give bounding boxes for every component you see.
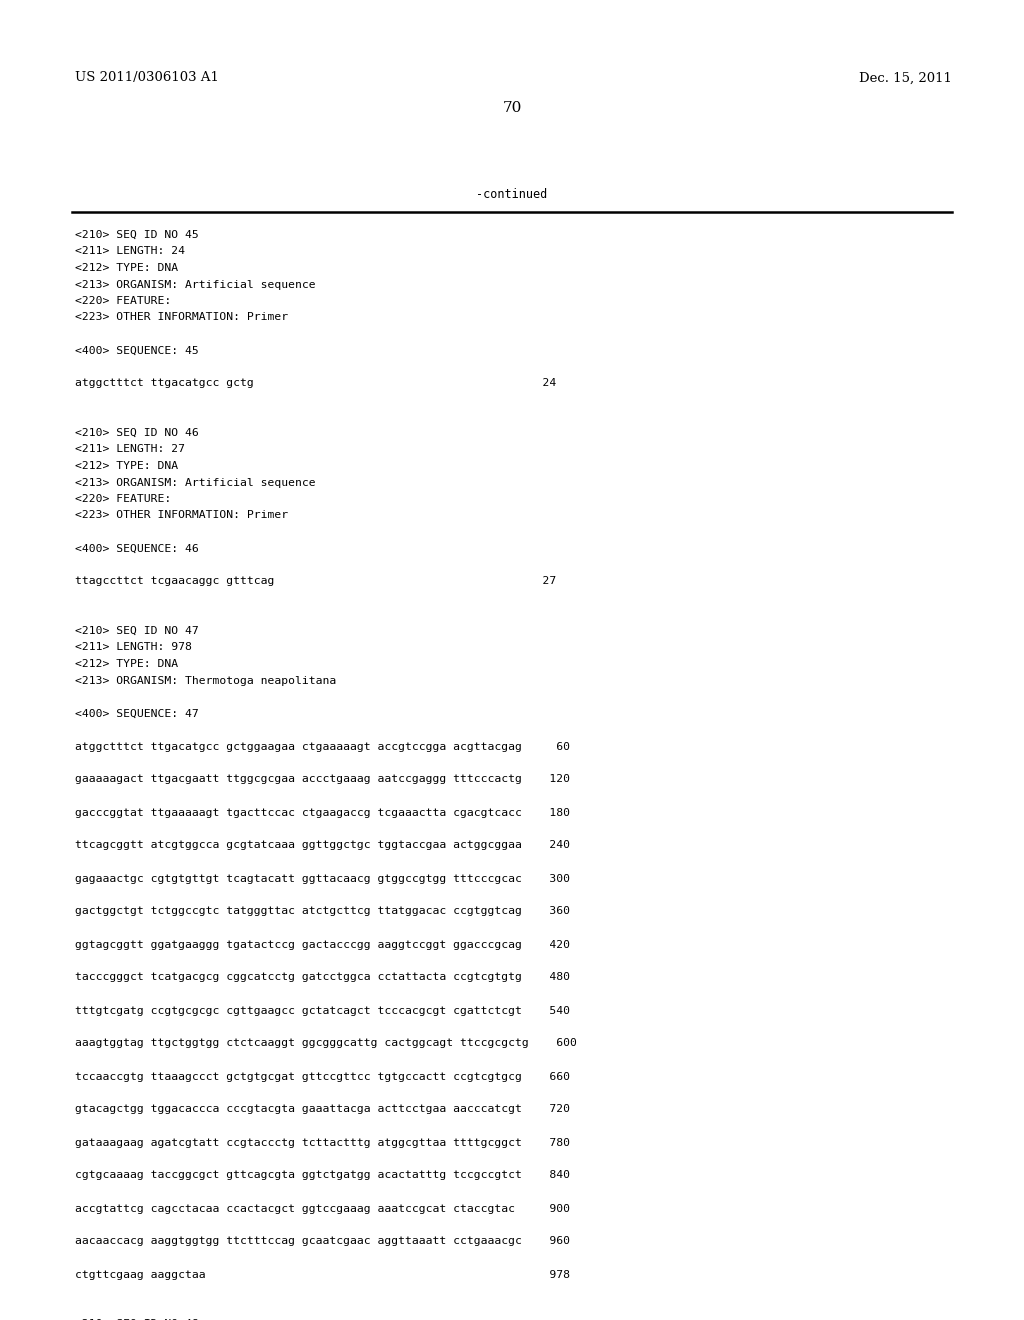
Text: <223> OTHER INFORMATION: Primer: <223> OTHER INFORMATION: Primer — [75, 313, 288, 322]
Text: ttcagcggtt atcgtggcca gcgtatcaaa ggttggctgc tggtaccgaa actggcggaa    240: ttcagcggtt atcgtggcca gcgtatcaaa ggttggc… — [75, 841, 570, 850]
Text: aacaaccacg aaggtggtgg ttctttccag gcaatcgaac aggttaaatt cctgaaacgc    960: aacaaccacg aaggtggtgg ttctttccag gcaatcg… — [75, 1237, 570, 1246]
Text: <223> OTHER INFORMATION: Primer: <223> OTHER INFORMATION: Primer — [75, 511, 288, 520]
Text: <400> SEQUENCE: 46: <400> SEQUENCE: 46 — [75, 544, 199, 553]
Text: ggtagcggtt ggatgaaggg tgatactccg gactacccgg aaggtccggt ggacccgcag    420: ggtagcggtt ggatgaaggg tgatactccg gactacc… — [75, 940, 570, 949]
Text: tttgtcgatg ccgtgcgcgc cgttgaagcc gctatcagct tcccacgcgt cgattctcgt    540: tttgtcgatg ccgtgcgcgc cgttgaagcc gctatca… — [75, 1006, 570, 1015]
Text: US 2011/0306103 A1: US 2011/0306103 A1 — [75, 71, 219, 84]
Text: -continued: -continued — [476, 189, 548, 202]
Text: <220> FEATURE:: <220> FEATURE: — [75, 296, 171, 306]
Text: gtacagctgg tggacaccca cccgtacgta gaaattacga acttcctgaa aacccatcgt    720: gtacagctgg tggacaccca cccgtacgta gaaatta… — [75, 1105, 570, 1114]
Text: Dec. 15, 2011: Dec. 15, 2011 — [859, 71, 952, 84]
Text: tccaaccgtg ttaaagccct gctgtgcgat gttccgttcc tgtgccactt ccgtcgtgcg    660: tccaaccgtg ttaaagccct gctgtgcgat gttccgt… — [75, 1072, 570, 1081]
Text: <400> SEQUENCE: 47: <400> SEQUENCE: 47 — [75, 709, 199, 718]
Text: <213> ORGANISM: Artificial sequence: <213> ORGANISM: Artificial sequence — [75, 280, 315, 289]
Text: <212> TYPE: DNA: <212> TYPE: DNA — [75, 659, 178, 669]
Text: <211> LENGTH: 27: <211> LENGTH: 27 — [75, 445, 185, 454]
Text: atggctttct ttgacatgcc gctg                                          24: atggctttct ttgacatgcc gctg 24 — [75, 379, 556, 388]
Text: ttagccttct tcgaacaggc gtttcag                                       27: ttagccttct tcgaacaggc gtttcag 27 — [75, 577, 556, 586]
Text: <400> SEQUENCE: 45: <400> SEQUENCE: 45 — [75, 346, 199, 355]
Text: tacccgggct tcatgacgcg cggcatcctg gatcctggca cctattacta ccgtcgtgtg    480: tacccgggct tcatgacgcg cggcatcctg gatcctg… — [75, 973, 570, 982]
Text: accgtattcg cagcctacaa ccactacgct ggtccgaaag aaatccgcat ctaccgtac     900: accgtattcg cagcctacaa ccactacgct ggtccga… — [75, 1204, 570, 1213]
Text: <212> TYPE: DNA: <212> TYPE: DNA — [75, 263, 178, 273]
Text: <210> SEQ ID NO 46: <210> SEQ ID NO 46 — [75, 428, 199, 438]
Text: gacccggtat ttgaaaaagt tgacttccac ctgaagaccg tcgaaactta cgacgtcacc    180: gacccggtat ttgaaaaagt tgacttccac ctgaaga… — [75, 808, 570, 817]
Text: <213> ORGANISM: Thermotoga neapolitana: <213> ORGANISM: Thermotoga neapolitana — [75, 676, 336, 685]
Text: 70: 70 — [503, 102, 521, 115]
Text: gataaagaag agatcgtatt ccgtaccctg tcttactttg atggcgttaa ttttgcggct    780: gataaagaag agatcgtatt ccgtaccctg tcttact… — [75, 1138, 570, 1147]
Text: <211> LENGTH: 978: <211> LENGTH: 978 — [75, 643, 191, 652]
Text: <211> LENGTH: 24: <211> LENGTH: 24 — [75, 247, 185, 256]
Text: <210> SEQ ID NO 45: <210> SEQ ID NO 45 — [75, 230, 199, 240]
Text: <220> FEATURE:: <220> FEATURE: — [75, 494, 171, 504]
Text: gagaaactgc cgtgtgttgt tcagtacatt ggttacaacg gtggccgtgg tttcccgcac    300: gagaaactgc cgtgtgttgt tcagtacatt ggttaca… — [75, 874, 570, 883]
Text: <210> SEQ ID NO 47: <210> SEQ ID NO 47 — [75, 626, 199, 636]
Text: gactggctgt tctggccgtc tatgggttac atctgcttcg ttatggacac ccgtggtcag    360: gactggctgt tctggccgtc tatgggttac atctgct… — [75, 907, 570, 916]
Text: atggctttct ttgacatgcc gctggaagaa ctgaaaaagt accgtccgga acgttacgag     60: atggctttct ttgacatgcc gctggaagaa ctgaaaa… — [75, 742, 570, 751]
Text: <212> TYPE: DNA: <212> TYPE: DNA — [75, 461, 178, 471]
Text: gaaaaagact ttgacgaatt ttggcgcgaa accctgaaag aatccgaggg tttcccactg    120: gaaaaagact ttgacgaatt ttggcgcgaa accctga… — [75, 775, 570, 784]
Text: cgtgcaaaag taccggcgct gttcagcgta ggtctgatgg acactatttg tccgccgtct    840: cgtgcaaaag taccggcgct gttcagcgta ggtctga… — [75, 1171, 570, 1180]
Text: aaagtggtag ttgctggtgg ctctcaaggt ggcgggcattg cactggcagt ttccgcgctg    600: aaagtggtag ttgctggtgg ctctcaaggt ggcgggc… — [75, 1039, 577, 1048]
Text: ctgttcgaag aaggctaa                                                  978: ctgttcgaag aaggctaa 978 — [75, 1270, 570, 1279]
Text: <213> ORGANISM: Artificial sequence: <213> ORGANISM: Artificial sequence — [75, 478, 315, 487]
